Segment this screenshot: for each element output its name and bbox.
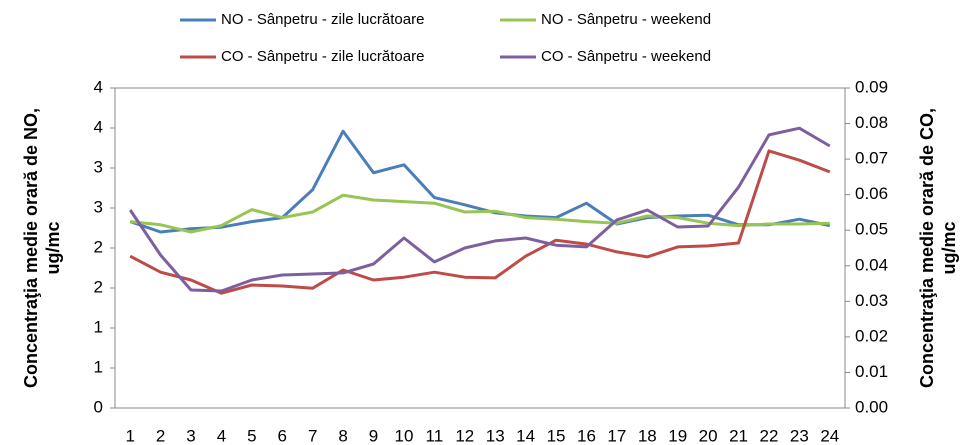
y2-tick-label: 0.06 <box>855 184 888 203</box>
x-tick-label: 12 <box>455 426 474 445</box>
x-tick-label: 19 <box>668 426 687 445</box>
y2-axis-title-line: Concentraţia medie orară de CO, <box>917 108 937 388</box>
x-tick-label: 9 <box>369 426 378 445</box>
x-tick-label: 21 <box>729 426 748 445</box>
y-tick-label: 3 <box>94 197 103 216</box>
x-tick-label: 18 <box>638 426 657 445</box>
x-tick-label: 23 <box>790 426 809 445</box>
series-line <box>130 193 830 234</box>
y2-tick-label: 0.08 <box>855 113 888 132</box>
y-tick-label: 4 <box>94 117 103 136</box>
series-line <box>128 126 831 293</box>
y2-tick-label: 0.01 <box>855 362 888 381</box>
x-tick-label: 16 <box>577 426 596 445</box>
x-tick-label: 24 <box>820 426 839 445</box>
x-tick-label: 11 <box>426 426 444 445</box>
x-tick-label: 22 <box>759 426 778 445</box>
x-tick-label: 2 <box>156 426 165 445</box>
x-tick-label: 6 <box>278 426 287 445</box>
x-tick-label: 8 <box>338 426 347 445</box>
x-tick-label: 10 <box>394 426 413 445</box>
y-axis-title-line: Concentraţia medie orară de NO, <box>21 108 41 388</box>
x-tick-label: 5 <box>247 426 256 445</box>
y-tick-label: 4 <box>94 77 103 96</box>
plot-frame <box>114 87 846 409</box>
legend-label: CO - Sânpetru - zile lucrătoare <box>221 48 424 65</box>
y2-axis-title: Concentraţia medie orară de CO, ug/mc <box>917 108 959 388</box>
x-tick-label: 4 <box>217 426 226 445</box>
y2-tick-label: 0.02 <box>855 326 888 345</box>
y-tick-label: 2 <box>94 277 103 296</box>
x-tick-label: 15 <box>547 426 566 445</box>
x-tick-label: 7 <box>308 426 317 445</box>
y-tick-label: 3 <box>94 157 103 176</box>
series-line <box>129 129 831 234</box>
x-tick-label: 20 <box>699 426 718 445</box>
y-axis-title-line: ug/mc <box>43 221 63 274</box>
legend-label: NO - Sânpetru - weekend <box>541 11 711 28</box>
y2-tick-label: 0.03 <box>855 291 888 310</box>
x-tick-label: 1 <box>125 426 134 445</box>
y2-tick-label: 0.04 <box>855 255 888 274</box>
y-axis-title: Concentraţia medie orară de NO, ug/mc <box>21 108 63 388</box>
y2-tick-label: 0.09 <box>855 77 888 96</box>
y2-tick-label: 0.05 <box>855 220 888 239</box>
x-tick-label: 17 <box>607 426 626 445</box>
legend-label: NO - Sânpetru - zile lucrătoare <box>221 11 424 28</box>
x-tick-label: 3 <box>186 426 195 445</box>
y-tick-label: 0 <box>94 397 103 416</box>
x-tick-label: 13 <box>486 426 505 445</box>
y2-tick-label: 0.07 <box>855 149 888 168</box>
y2-tick-label: 0.00 <box>855 397 888 416</box>
series-line <box>129 149 831 295</box>
y-tick-label: 2 <box>94 237 103 256</box>
x-tick-label: 14 <box>516 426 535 445</box>
y2-axis-title-line: ug/mc <box>939 221 959 274</box>
y-tick-label: 1 <box>94 357 103 376</box>
legend-label: CO - Sânpetru - weekend <box>541 48 711 65</box>
y-tick-label: 1 <box>94 317 103 336</box>
